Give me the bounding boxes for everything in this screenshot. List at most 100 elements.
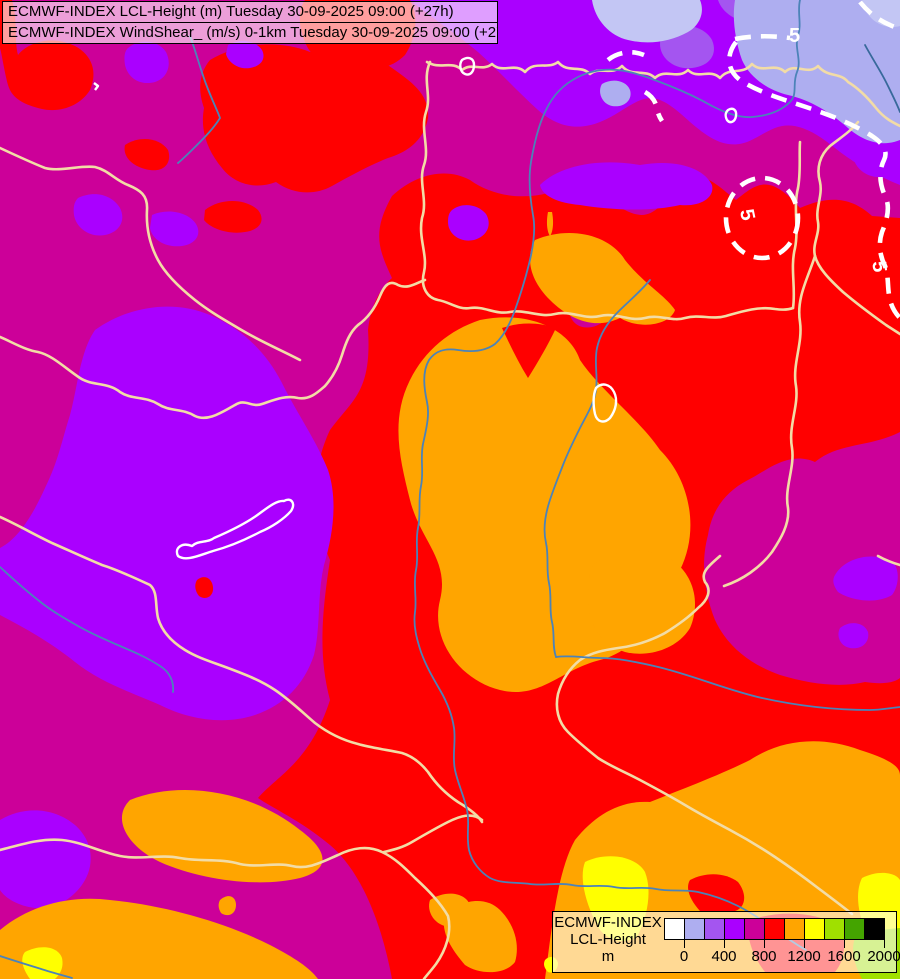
region-patch [854,145,900,178]
contour-label: 5 [868,260,891,273]
region-patch [200,44,429,193]
windshear-contours: 5 5 5 [606,0,900,320]
region-patch [704,432,900,685]
border-line [425,60,900,128]
region-patch [862,0,900,28]
contour-line [858,0,900,31]
legend-tick-label: 400 [711,948,737,965]
title-line-lcl: ECMWF-INDEX LCL-Height (m) Tuesday 30-09… [2,1,498,23]
region-patch [0,306,334,721]
legend-swatch [844,918,865,940]
border-line [876,554,900,567]
region-patch [226,40,264,69]
region-patch [0,0,94,111]
legend-swatch [864,918,885,940]
legend-ticks [664,940,885,948]
region-patch [588,550,695,654]
region-patch [195,577,214,598]
river-line [0,566,175,693]
contour-line [606,49,645,62]
legend-tick [724,940,725,948]
contour-line [727,40,900,320]
lake-tisza [592,383,618,423]
legend-tick-label: 800 [751,948,777,965]
legend-tick-label: 1200 [787,948,821,965]
legend-swatches [664,918,885,940]
legend-swatch [744,918,765,940]
legend-title: ECMWF-INDEX LCL-Height m [553,914,663,965]
legend-swatch [764,918,785,940]
border-line [722,254,817,588]
contour-line [734,33,791,42]
contour-label: 5 [789,25,800,47]
lake-small [724,107,738,124]
region-patch [204,201,262,233]
legend-tick-label: 0 [679,948,689,965]
legend-swatch [684,918,705,940]
region-patch [540,162,713,210]
legend-tick [684,940,685,948]
contour-line [643,90,664,123]
legend-title-model: ECMWF-INDEX [554,914,662,931]
border-line [555,554,854,916]
region-patch [0,898,318,979]
river-line [0,955,73,979]
border-line [382,814,484,854]
lake-small [93,82,100,91]
legend-swatch [784,918,805,940]
border-line [0,278,427,420]
region-patch [0,810,91,909]
region-patch [218,896,236,916]
border-line [0,146,302,362]
lake-neusiedl [459,56,476,76]
legend-title-param: LCL-Height [570,931,646,948]
legend-unit: m [601,948,615,965]
country-borders [0,60,900,979]
region-patch [124,41,169,84]
legend-tick-labels: 0 400 800 1200 1600 2000 [664,948,900,966]
legend-tick [804,940,805,948]
region-patch [150,211,199,247]
border-line [419,60,795,321]
border-line [0,515,484,824]
legend-tick [764,940,765,948]
region-patch [73,194,123,236]
contour-label: 5 [735,207,759,222]
lake-balaton [175,498,295,560]
region-patch [838,623,869,649]
legend-tick [884,940,885,948]
border-line [813,120,900,336]
map-regions-lavender [592,0,900,144]
legend-swatch [824,918,845,940]
region-patch [448,205,489,241]
legend-swatch [664,918,685,940]
legend-swatch [724,918,745,940]
title-line-windshear: ECMWF-INDEX WindShear_ (m/s) 0-1km Tuesd… [2,22,498,44]
legend-tick-label: 2000 [867,948,900,965]
region-patch [592,0,702,43]
legend-tick [844,940,845,948]
region-patch [600,80,631,107]
region-patch [546,212,554,236]
border-line [0,838,451,979]
legend-tick-label: 1600 [827,948,861,965]
river-line [864,44,900,113]
river-line [555,655,900,711]
region-patch [530,232,675,325]
title-bars: ECMWF-INDEX LCL-Height (m) Tuesday 30-09… [2,1,498,44]
river-tisza [543,279,651,658]
region-patch [121,790,323,883]
legend-swatch [704,918,725,940]
legend-swatch [804,918,825,940]
region-patch [124,138,170,171]
contour-line [723,175,801,261]
region-patch [833,556,898,601]
river-danube [413,0,807,951]
lakes [93,56,738,560]
region-patch [502,323,556,378]
region-patch [22,947,63,979]
color-scale-legend: ECMWF-INDEX LCL-Height m 0 400 800 1200 1600… [552,911,900,973]
